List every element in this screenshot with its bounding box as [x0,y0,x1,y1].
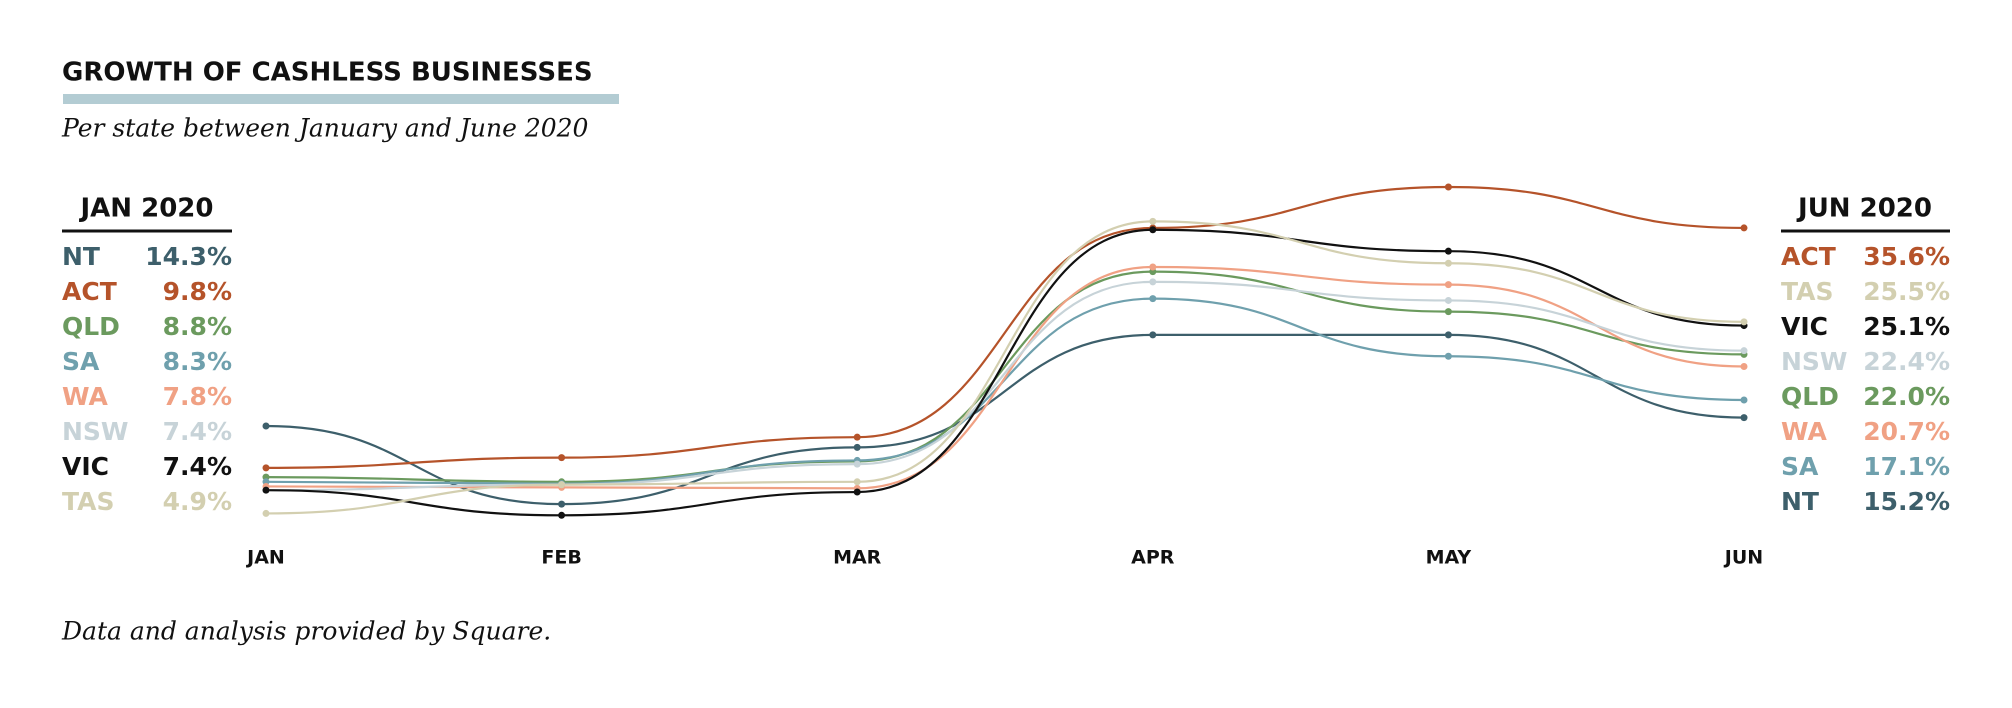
point [1149,295,1157,303]
legend-name: WA [1781,417,1827,446]
series-line [265,265,1745,490]
point [1444,281,1452,289]
legend-value: 17.1% [1863,452,1950,481]
legend-name: ACT [62,277,117,306]
legend-name: WA [62,382,108,411]
point [1740,362,1748,370]
point [1149,278,1157,286]
point [558,481,566,489]
x-tick-label: FEB [541,547,581,569]
chart-subtitle: Per state between January and June 2020 [61,114,589,143]
point [1149,217,1157,225]
end-header: JUN 2020 [1796,194,1932,224]
point [853,478,861,486]
legend-name: QLD [1781,382,1839,411]
legend-name: VIC [62,452,109,481]
point [262,486,270,494]
start-header: JAN 2020 [79,194,214,224]
legend-name: QLD [62,312,120,341]
x-tick-label: JAN [245,547,285,569]
title-underline [63,94,619,104]
x-tick-label: MAY [1426,547,1472,569]
legend-name: TAS [1781,277,1833,306]
point [1740,347,1748,355]
point [262,422,270,430]
point [262,464,270,472]
legend-name: ACT [1781,242,1836,271]
legend-value: 25.5% [1863,277,1950,306]
legend-value: 8.8% [163,312,232,341]
series-line [265,185,1745,469]
point [1740,318,1748,326]
point [853,443,861,451]
legend-name: VIC [1781,312,1828,341]
point [853,460,861,468]
point [262,509,270,517]
x-tick-label: MAR [833,547,882,569]
point [1444,247,1452,255]
point [558,500,566,508]
point [1444,296,1452,304]
legend-name: TAS [62,487,114,516]
legend-value: 4.9% [163,487,232,516]
legend-value: 7.8% [163,382,232,411]
point [1149,331,1157,339]
point [1740,396,1748,404]
series-line [265,270,1745,483]
legend-value: 35.6% [1863,242,1950,271]
point [1444,308,1452,316]
point [1740,414,1748,422]
point [1444,183,1452,191]
point [558,511,566,519]
legend-value: 22.4% [1863,347,1950,376]
legend-name: NT [1781,487,1819,516]
legend-value: 20.7% [1863,417,1950,446]
point [1149,263,1157,271]
series-line [265,333,1745,506]
point [1149,226,1157,234]
legend-value: 14.3% [145,242,232,271]
x-tick-label: APR [1131,547,1175,569]
chart-title: GROWTH OF CASHLESS BUSINESSES [62,58,593,88]
legend-value: 25.1% [1863,312,1950,341]
point [1444,352,1452,360]
point [853,488,861,496]
legend-name: NSW [1781,347,1848,376]
legend-name: SA [1781,452,1819,481]
point [1740,224,1748,232]
legend-value: 22.0% [1863,382,1950,411]
point [558,454,566,462]
legend-name: NSW [62,417,129,446]
legend-value: 9.8% [163,277,232,306]
legend-name: SA [62,347,100,376]
legend-value: 8.3% [163,347,232,376]
series-line [265,228,1745,517]
x-tick-label: JUN [1723,547,1763,569]
legend-name: NT [62,242,100,271]
point [1444,259,1452,267]
series-line [265,220,1745,515]
point [1444,331,1452,339]
point [853,433,861,441]
legend-value: 15.2% [1863,487,1950,516]
footnote: Data and analysis provided by Square. [61,617,551,646]
legend-value: 7.4% [163,452,232,481]
legend-value: 7.4% [163,417,232,446]
